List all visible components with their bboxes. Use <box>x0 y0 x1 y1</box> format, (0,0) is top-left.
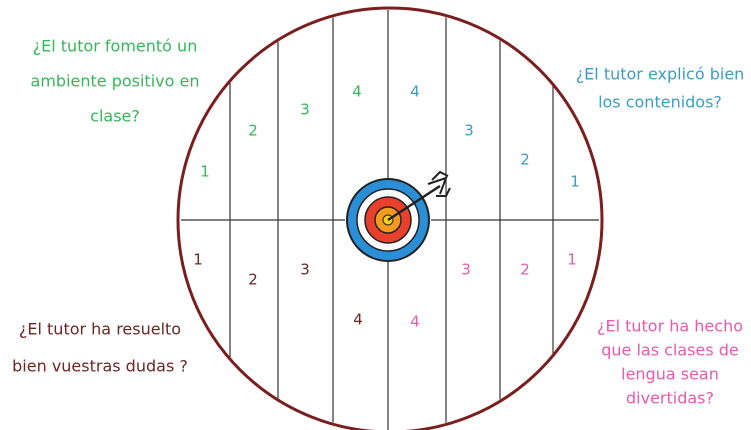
score-label: 2 <box>520 151 530 169</box>
question-line: lengua sean <box>621 365 719 384</box>
score-label: 3 <box>300 261 310 279</box>
score-label: 2 <box>248 271 258 289</box>
score-label: 4 <box>410 83 420 101</box>
score-label: 1 <box>193 251 203 269</box>
question-line: los contenidos? <box>598 93 722 112</box>
score-label: 3 <box>464 122 474 140</box>
score-label: 2 <box>520 261 530 279</box>
question-line: que las clases de <box>601 341 739 360</box>
score-label: 4 <box>352 83 362 101</box>
question-line: bien vuestras dudas ? <box>12 357 188 376</box>
score-label: 4 <box>353 311 363 329</box>
question-line: ¿El tutor ha resuelto <box>19 320 181 339</box>
question-line: ¿El tutor ha hecho <box>597 317 743 336</box>
score-label: 1 <box>200 163 210 181</box>
question-line: divertidas? <box>626 389 714 408</box>
score-label: 3 <box>461 261 471 279</box>
score-label: 1 <box>570 173 580 191</box>
question-line: ¿El tutor explicó bien <box>576 65 745 84</box>
question-line: ambiente positivo en <box>31 72 200 91</box>
score-label: 3 <box>300 101 310 119</box>
question-line: ¿El tutor fomentó un <box>33 37 198 56</box>
score-label: 4 <box>410 313 420 331</box>
target <box>347 172 450 261</box>
diagram: ¿El tutor fomentó un ambiente positivo en… <box>0 0 751 430</box>
question-line: clase? <box>90 107 140 126</box>
score-label: 1 <box>567 251 577 269</box>
score-label: 2 <box>248 122 258 140</box>
